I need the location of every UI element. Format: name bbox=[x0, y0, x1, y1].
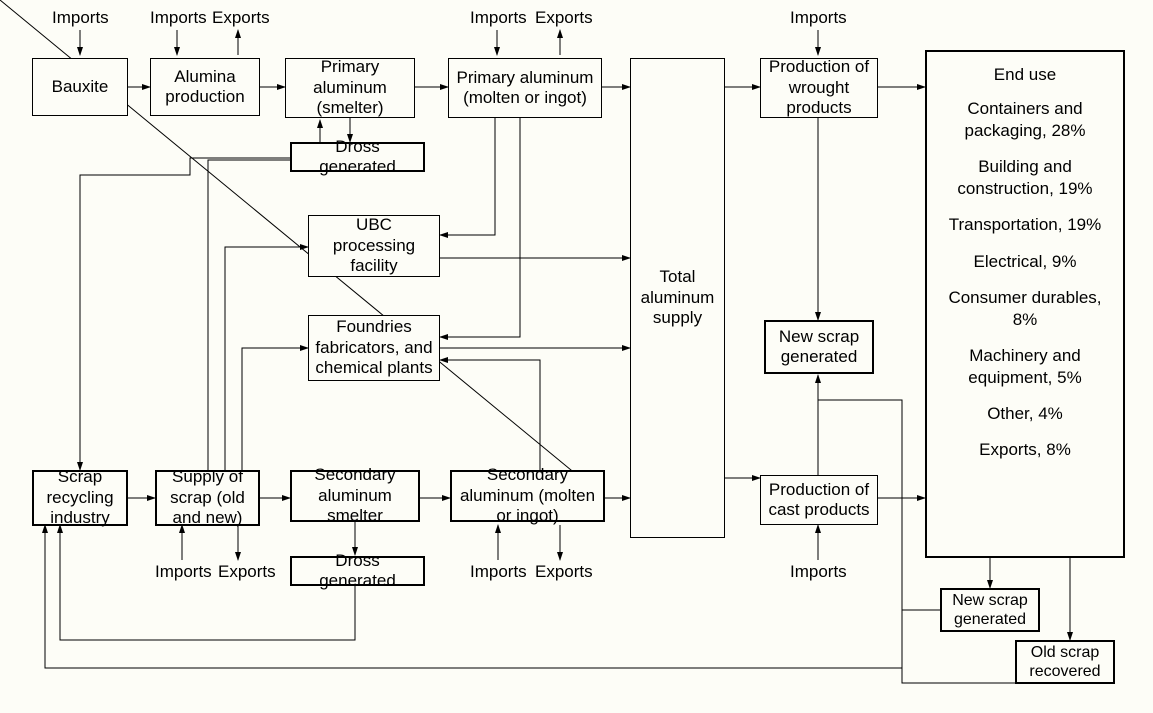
node-secondary-molten: Secondary aluminum (molten or ingot) bbox=[450, 470, 605, 522]
label-imports-bauxite: Imports bbox=[52, 8, 109, 28]
node-primary-smelter: Primary aluminum (smelter) bbox=[285, 58, 415, 118]
end-use-title: End use bbox=[937, 64, 1113, 86]
node-total-supply: Total aluminum supply bbox=[630, 58, 725, 538]
node-dross2: Dross generated bbox=[290, 556, 425, 586]
node-total-supply-text: Total aluminum supply bbox=[635, 267, 720, 328]
end-use-item-6: Other, 4% bbox=[937, 403, 1113, 425]
node-alumina-text: Alumina production bbox=[155, 67, 255, 108]
node-new-scrap-mid: New scrap generated bbox=[764, 320, 874, 374]
flowchart-canvas: Imports Imports Exports Imports Exports … bbox=[0, 0, 1153, 713]
node-secondary-smelter: Secondary aluminum smelter bbox=[290, 470, 420, 522]
node-secondary-molten-text: Secondary aluminum (molten or ingot) bbox=[456, 465, 599, 526]
node-scrap-recycling-text: Scrap recycling industry bbox=[38, 467, 122, 528]
end-use-item-0: Containers and packaging, 28% bbox=[937, 98, 1113, 142]
node-primary-molten: Primary aluminum (molten or ingot) bbox=[448, 58, 602, 118]
label-exports-alumina: Exports bbox=[212, 8, 270, 28]
label-imports-wrought: Imports bbox=[790, 8, 847, 28]
node-foundries-text: Foundries fabricators, and chemical plan… bbox=[313, 317, 435, 378]
node-cast: Production of cast products bbox=[760, 475, 878, 525]
node-alumina: Alumina production bbox=[150, 58, 260, 116]
node-dross2-text: Dross generated bbox=[296, 551, 419, 592]
node-new-scrap-bottom-text: New scrap generated bbox=[946, 591, 1034, 629]
node-foundries: Foundries fabricators, and chemical plan… bbox=[308, 315, 440, 381]
end-use-item-4: Consumer durables, 8% bbox=[937, 287, 1113, 331]
label-imports-alumina: Imports bbox=[150, 8, 207, 28]
end-use-item-1: Building and construction, 19% bbox=[937, 156, 1113, 200]
label-exports-supply-scrap: Exports bbox=[218, 562, 276, 582]
node-secondary-smelter-text: Secondary aluminum smelter bbox=[296, 465, 414, 526]
node-ubc-text: UBC processing facility bbox=[313, 215, 435, 276]
label-imports-primary-molten: Imports bbox=[470, 8, 527, 28]
label-imports-secondary-molten: Imports bbox=[470, 562, 527, 582]
node-scrap-recycling: Scrap recycling industry bbox=[32, 470, 128, 526]
label-exports-primary-molten: Exports bbox=[535, 8, 593, 28]
label-imports-cast: Imports bbox=[790, 562, 847, 582]
node-ubc: UBC processing facility bbox=[308, 215, 440, 277]
node-primary-molten-text: Primary aluminum (molten or ingot) bbox=[453, 68, 597, 109]
node-cast-text: Production of cast products bbox=[765, 480, 873, 521]
node-supply-scrap: Supply of scrap (old and new) bbox=[155, 470, 260, 526]
node-old-scrap: Old scrap recovered bbox=[1015, 640, 1115, 684]
end-use-item-5: Machinery and equipment, 5% bbox=[937, 345, 1113, 389]
node-old-scrap-text: Old scrap recovered bbox=[1021, 643, 1109, 681]
node-new-scrap-mid-text: New scrap generated bbox=[770, 327, 868, 368]
end-use-item-2: Transportation, 19% bbox=[937, 214, 1113, 236]
end-use-item-7: Exports, 8% bbox=[937, 439, 1113, 461]
end-use-item-3: Electrical, 9% bbox=[937, 251, 1113, 273]
node-bauxite-text: Bauxite bbox=[52, 77, 109, 97]
node-bauxite: Bauxite bbox=[32, 58, 128, 116]
node-wrought-text: Production of wrought products bbox=[765, 57, 873, 118]
node-primary-smelter-text: Primary aluminum (smelter) bbox=[290, 57, 410, 118]
label-exports-secondary-molten: Exports bbox=[535, 562, 593, 582]
node-wrought: Production of wrought products bbox=[760, 58, 878, 118]
label-imports-supply-scrap: Imports bbox=[155, 562, 212, 582]
node-supply-scrap-text: Supply of scrap (old and new) bbox=[161, 467, 254, 528]
node-end-use: End use Containers and packaging, 28% Bu… bbox=[925, 50, 1125, 558]
node-dross1-text: Dross generated bbox=[296, 137, 419, 178]
node-new-scrap-bottom: New scrap generated bbox=[940, 588, 1040, 632]
node-dross1: Dross generated bbox=[290, 142, 425, 172]
